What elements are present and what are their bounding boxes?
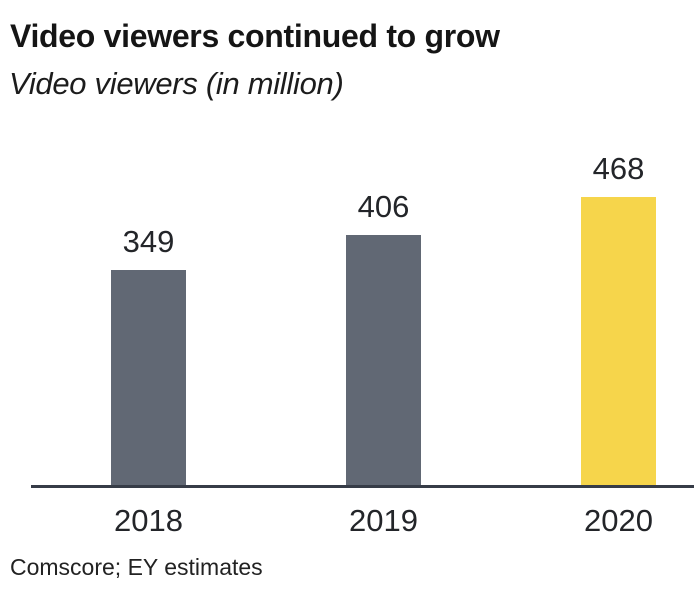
bar-chart: 349 2018 406 2019 468 2020	[0, 126, 694, 538]
chart-title: Video viewers continued to grow	[10, 18, 500, 54]
x-tick-label-2018: 2018	[114, 503, 183, 539]
source-note: Comscore; EY estimates	[10, 554, 263, 581]
bar-value-label-2019: 406	[357, 189, 410, 225]
x-tick-label-2019: 2019	[349, 503, 418, 539]
bar-2019	[346, 235, 421, 486]
bar-2018	[111, 270, 186, 486]
bar-value-label-2020: 468	[592, 151, 645, 187]
x-tick-label-2020: 2020	[584, 503, 653, 539]
bar-group-2018: 349 2018	[111, 126, 186, 538]
chart-subtitle: Video viewers (in million)	[9, 65, 344, 101]
bar-2020	[581, 197, 656, 486]
bar-value-label-2018: 349	[122, 224, 175, 260]
bar-group-2019: 406 2019	[346, 126, 421, 538]
bar-group-2020: 468 2020	[581, 126, 656, 538]
x-axis-line	[31, 485, 694, 489]
